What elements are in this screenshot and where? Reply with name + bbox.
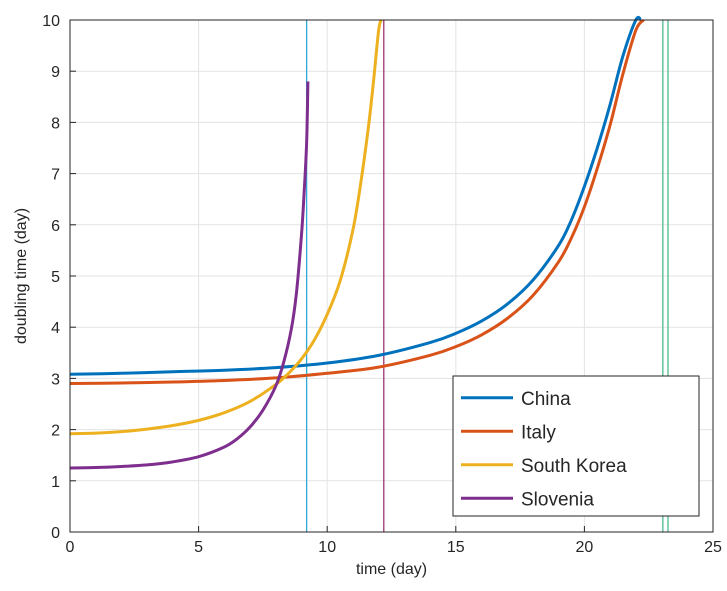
y-tick-label: 2 bbox=[51, 423, 60, 440]
x-tick-label: 0 bbox=[66, 539, 75, 556]
x-tick-label: 15 bbox=[447, 539, 465, 556]
y-tick-label: 4 bbox=[51, 320, 60, 337]
y-tick-label: 0 bbox=[51, 525, 60, 542]
x-tick-label: 20 bbox=[576, 539, 594, 556]
legend-label: Slovenia bbox=[521, 489, 594, 510]
y-axis-label: doubling time (day) bbox=[13, 208, 30, 344]
y-tick-label: 3 bbox=[51, 371, 60, 388]
legend-box bbox=[452, 375, 700, 517]
series-line bbox=[69, 19, 383, 436]
x-tick-label: 25 bbox=[704, 539, 722, 556]
legend: China Italy South Korea Slovenia bbox=[452, 375, 700, 517]
series-line bbox=[69, 15, 642, 376]
series-layer bbox=[69, 15, 645, 470]
series-line bbox=[69, 81, 310, 470]
legend-label: Italy bbox=[521, 422, 556, 443]
y-tick-label: 7 bbox=[51, 167, 60, 184]
tick-layer: 0 5 10 15 20 25 0 1 2 3 4 5 6 7 8 9 10 bbox=[42, 13, 722, 556]
y-tick-label: 10 bbox=[42, 13, 60, 30]
y-tick-label: 6 bbox=[51, 218, 60, 235]
legend-label: China bbox=[521, 389, 571, 410]
y-tick-label: 5 bbox=[51, 269, 60, 286]
series-line bbox=[69, 18, 645, 386]
x-tick-label: 5 bbox=[194, 539, 203, 556]
legend-label: South Korea bbox=[521, 456, 627, 477]
y-tick-label: 9 bbox=[51, 64, 60, 81]
x-tick-label: 10 bbox=[318, 539, 336, 556]
x-axis-label: time (day) bbox=[356, 561, 427, 578]
y-tick-label: 8 bbox=[51, 115, 60, 132]
y-tick-label: 1 bbox=[51, 474, 60, 491]
